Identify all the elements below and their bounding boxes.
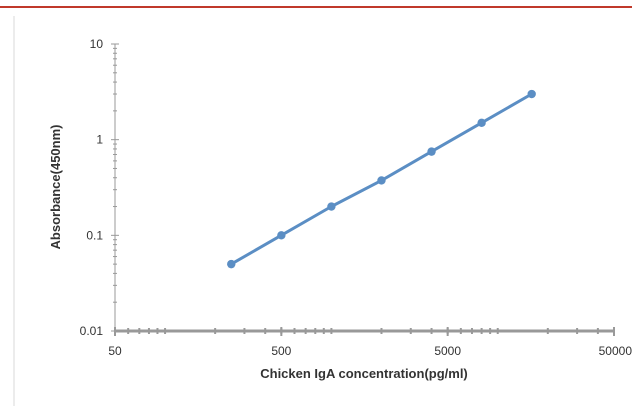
data-point — [277, 231, 286, 240]
x-axis: 50 500 5000 50000 — [108, 327, 632, 358]
y-axis: 0.01 0.1 1 10 — [80, 37, 119, 338]
data-point — [527, 89, 536, 99]
x-tick-label: 5000 — [434, 344, 461, 358]
data-point — [427, 147, 436, 156]
x-tick-label: 50000 — [599, 344, 632, 358]
data-point — [327, 202, 336, 211]
y-tick-label: 10 — [90, 37, 104, 51]
y-tick-label: 0.1 — [86, 228, 103, 242]
x-axis-title: Chicken IgA concentration(pg/ml) — [260, 366, 468, 381]
x-tick-label: 50 — [108, 344, 122, 358]
y-tick-label: 0.01 — [80, 324, 104, 338]
data-point — [227, 259, 236, 269]
series-layer — [227, 89, 536, 269]
x-tick-label: 500 — [271, 344, 291, 358]
data-point — [377, 176, 386, 185]
y-tick-label: 1 — [96, 133, 103, 147]
data-point — [477, 118, 486, 128]
y-axis-title: Absorbance(450nm) — [48, 125, 63, 250]
